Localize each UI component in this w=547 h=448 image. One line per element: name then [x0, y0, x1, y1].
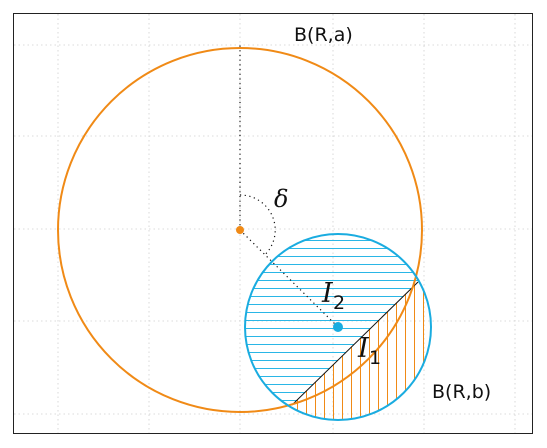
label-region-i1: I — [357, 333, 370, 364]
label-region-i2: I — [321, 278, 334, 309]
ball-a-circle — [57, 47, 423, 413]
label-ball-a: B(R,a) — [294, 24, 353, 46]
label-region-i1-sub: 1 — [369, 347, 381, 369]
label-ball-b: B(R,b) — [432, 381, 491, 403]
label-angle-delta: δ — [274, 185, 288, 213]
center-b-point — [333, 322, 343, 332]
label-region-i2-sub: 2 — [333, 292, 345, 314]
chord-line — [291, 281, 419, 406]
center-a-point — [236, 226, 244, 234]
angle-arc — [239, 194, 276, 256]
ball-b-circle — [244, 233, 432, 421]
grid — [14, 14, 532, 433]
